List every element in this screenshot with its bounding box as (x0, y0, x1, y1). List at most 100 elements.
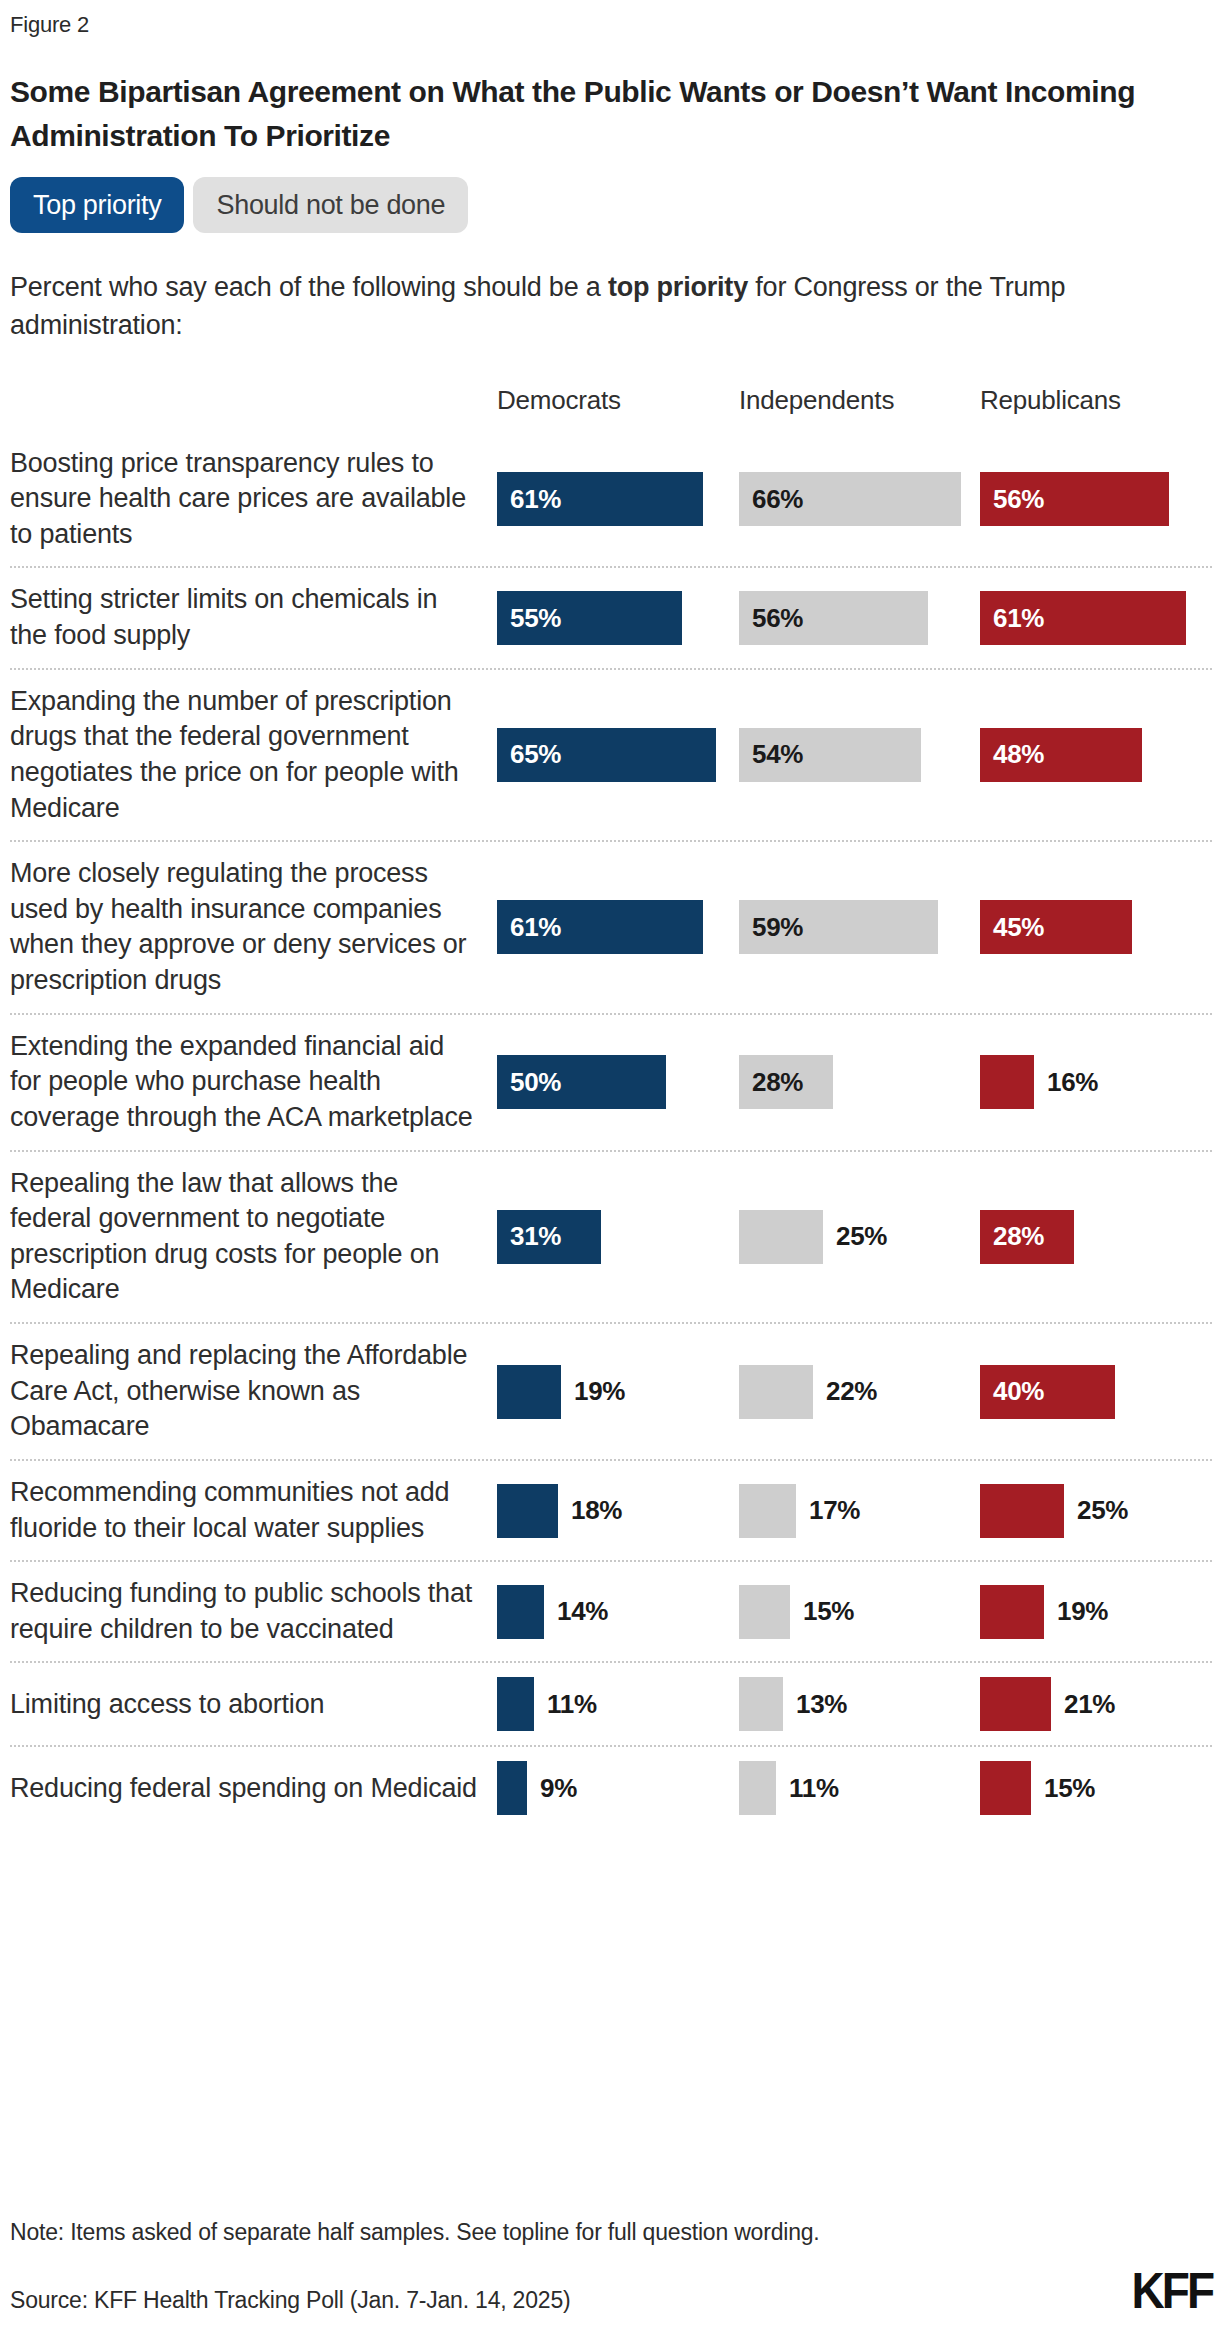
bar-value-label: 13% (796, 1689, 847, 1720)
bar-value-label: 14% (557, 1596, 608, 1627)
bar-republicans (980, 1761, 1031, 1815)
chart-row: Extending the expanded financial aid for… (10, 1015, 1212, 1152)
chart-row: Limiting access to abortion11%13%21% (10, 1663, 1212, 1747)
bar-democrats (497, 1585, 544, 1639)
bar-cell-independents: 25% (739, 1210, 980, 1264)
bar-value-label: 15% (803, 1596, 854, 1627)
bar-cell-democrats: 61% (497, 472, 739, 526)
bar-value-label: 19% (574, 1376, 625, 1407)
toggle-should-not-be-done[interactable]: Should not be done (193, 177, 468, 233)
row-label: Repealing and replacing the Affordable C… (10, 1338, 497, 1445)
bar-republicans (980, 1585, 1044, 1639)
view-toggle-group: Top priority Should not be done (10, 177, 1212, 233)
bar-independents (739, 1585, 790, 1639)
bar-cell-republicans: 16% (980, 1055, 1212, 1109)
bar-independents (739, 1677, 783, 1731)
column-header-democrats: Democrats (497, 385, 739, 416)
row-label: Extending the expanded financial aid for… (10, 1029, 497, 1136)
chart-row: Recommending communities not add fluorid… (10, 1461, 1212, 1562)
column-header-republicans: Republicans (980, 385, 1212, 416)
chart-row: Reducing federal spending on Medicaid9% 1… (10, 1747, 1212, 1829)
bar-value-label: 61% (497, 484, 561, 515)
row-label: Setting stricter limits on chemicals in … (10, 582, 497, 653)
bar-value-label: 66% (739, 484, 803, 515)
column-header-independents: Independents (739, 385, 980, 416)
bar-cell-independents: 59% (739, 900, 980, 954)
bar-value-label: 22% (826, 1376, 877, 1407)
chart-title: Some Bipartisan Agreement on What the Pu… (10, 70, 1140, 157)
chart-rows: Boosting price transparency rules to ens… (10, 432, 1212, 1830)
bar-value-label: 59% (739, 912, 803, 943)
bar-republicans: 40% (980, 1365, 1115, 1419)
bar-democrats: 55% (497, 591, 682, 645)
bar-independents: 54% (739, 728, 921, 782)
row-label: Reducing federal spending on Medicaid (10, 1771, 497, 1807)
row-label: Limiting access to abortion (10, 1687, 497, 1723)
bar-democrats (497, 1484, 558, 1538)
bar-republicans (980, 1055, 1034, 1109)
bar-republicans: 28% (980, 1210, 1074, 1264)
bar-cell-republicans: 15% (980, 1761, 1212, 1815)
bar-independents (739, 1484, 796, 1538)
bar-value-label: 18% (571, 1495, 622, 1526)
bar-value-label: 40% (980, 1376, 1044, 1407)
row-label: Expanding the number of prescription dru… (10, 684, 497, 827)
bar-value-label: 54% (739, 739, 803, 770)
bar-value-label: 56% (980, 484, 1044, 515)
bar-cell-democrats: 18% (497, 1484, 739, 1538)
bar-value-label: 61% (497, 912, 561, 943)
bar-cell-independents: 22% (739, 1365, 980, 1419)
bar-value-label: 28% (739, 1067, 803, 1098)
bar-value-label: 11% (789, 1773, 839, 1804)
bar-value-label: 45% (980, 912, 1044, 943)
bar-cell-independents: 56% (739, 591, 980, 645)
bar-cell-independents: 13% (739, 1677, 980, 1731)
bar-cell-independents: 15% (739, 1585, 980, 1639)
bar-cell-republicans: 28% (980, 1210, 1212, 1264)
chart-row: Repealing the law that allows the federa… (10, 1152, 1212, 1325)
chart-row: Repealing and replacing the Affordable C… (10, 1324, 1212, 1461)
bar-value-label: 15% (1044, 1773, 1095, 1804)
bar-cell-independents: 17% (739, 1484, 980, 1538)
bar-cell-independents: 54% (739, 728, 980, 782)
kff-figure-page: Figure 2 Some Bipartisan Agreement on Wh… (0, 0, 1220, 2338)
figure-label: Figure 2 (10, 12, 1212, 38)
bar-cell-democrats: 9% (497, 1761, 739, 1815)
chart-note: Note: Items asked of separate half sampl… (10, 2219, 1212, 2246)
row-label: Repealing the law that allows the federa… (10, 1166, 497, 1309)
bar-republicans: 56% (980, 472, 1169, 526)
bar-independents: 28% (739, 1055, 833, 1109)
chart-footer: Note: Items asked of separate half sampl… (10, 2159, 1212, 2314)
bar-cell-republicans: 61% (980, 591, 1212, 645)
bar-cell-republicans: 48% (980, 728, 1212, 782)
bar-independents: 66% (739, 472, 961, 526)
row-label: More closely regulating the process used… (10, 856, 497, 999)
bar-cell-republicans: 21% (980, 1677, 1212, 1731)
bar-cell-independents: 11% (739, 1761, 980, 1815)
chart-row: Boosting price transparency rules to ens… (10, 432, 1212, 569)
bar-cell-republicans: 25% (980, 1484, 1212, 1538)
chart-subtitle: Percent who say each of the following sh… (10, 269, 1170, 345)
bar-cell-democrats: 65% (497, 728, 739, 782)
bar-cell-independents: 28% (739, 1055, 980, 1109)
bar-value-label: 28% (980, 1221, 1044, 1252)
row-label: Recommending communities not add fluorid… (10, 1475, 497, 1546)
bar-republicans (980, 1484, 1064, 1538)
chart-row: More closely regulating the process used… (10, 842, 1212, 1015)
bar-value-label: 31% (497, 1221, 561, 1252)
bar-democrats (497, 1677, 534, 1731)
bar-independents: 59% (739, 900, 938, 954)
bar-value-label: 25% (1077, 1495, 1128, 1526)
bar-cell-democrats: 31% (497, 1210, 739, 1264)
bar-value-label: 17% (809, 1495, 860, 1526)
chart-row: Setting stricter limits on chemicals in … (10, 568, 1212, 669)
bar-independents: 56% (739, 591, 928, 645)
bar-cell-republicans: 45% (980, 900, 1212, 954)
bar-value-label: 48% (980, 739, 1044, 770)
bar-democrats: 31% (497, 1210, 601, 1264)
bar-cell-democrats: 55% (497, 591, 739, 645)
bar-democrats (497, 1761, 527, 1815)
kff-logo: KFF (1132, 2266, 1212, 2316)
toggle-top-priority[interactable]: Top priority (10, 177, 184, 233)
subtitle-prefix: Percent who say each of the following sh… (10, 272, 608, 302)
